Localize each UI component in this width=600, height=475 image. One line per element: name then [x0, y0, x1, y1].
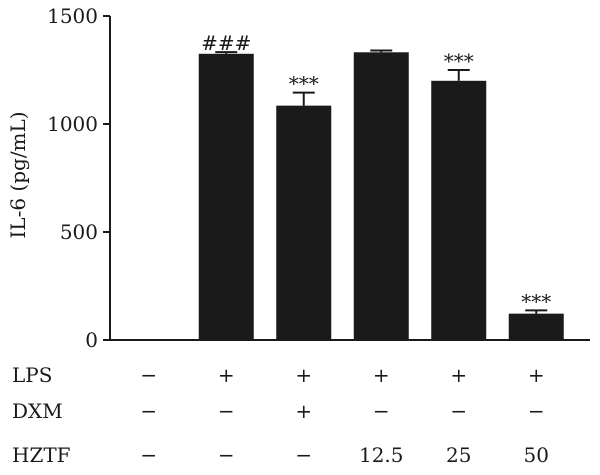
- condition-value: −: [140, 443, 157, 467]
- significance-marker: ###: [201, 31, 251, 55]
- condition-value: +: [295, 399, 312, 423]
- y-tick-label: 1500: [47, 4, 98, 28]
- significance-marker: ***: [444, 49, 474, 73]
- bar: [276, 105, 332, 340]
- condition-row-label: HZTF: [12, 443, 71, 467]
- y-tick-label: 0: [85, 328, 98, 352]
- condition-value: −: [140, 399, 157, 423]
- bar: [353, 52, 409, 341]
- y-axis: 0 500 1000 1500: [47, 4, 590, 352]
- bars-group: ### *** *** ***: [198, 31, 564, 341]
- condition-value: +: [218, 363, 235, 387]
- condition-value: 12.5: [359, 443, 404, 467]
- y-tick-label: 500: [60, 220, 98, 244]
- condition-value: +: [295, 363, 312, 387]
- condition-value: −: [140, 363, 157, 387]
- bar: [198, 53, 254, 341]
- bar: [431, 80, 487, 341]
- bar: [508, 313, 564, 340]
- condition-value: −: [218, 443, 235, 467]
- condition-value: −: [295, 443, 312, 467]
- condition-value: −: [528, 399, 545, 423]
- significance-marker: ***: [521, 289, 551, 313]
- condition-value: −: [373, 399, 390, 423]
- condition-row-label: DXM: [12, 399, 63, 423]
- condition-value: 50: [524, 443, 549, 467]
- condition-value: 25: [446, 443, 471, 467]
- condition-value: −: [450, 399, 467, 423]
- condition-value: −: [218, 399, 235, 423]
- significance-marker: ***: [289, 72, 319, 96]
- y-tick-label: 1000: [47, 112, 98, 136]
- condition-row-label: LPS: [12, 363, 52, 387]
- condition-value: +: [450, 363, 467, 387]
- y-axis-label: IL-6 (pg/mL): [6, 111, 30, 238]
- condition-value: +: [373, 363, 390, 387]
- condition-value: +: [528, 363, 545, 387]
- condition-table: LPS − + + + + + DXM − − + − − − HZTF − − − 12.5 25 50: [12, 363, 549, 467]
